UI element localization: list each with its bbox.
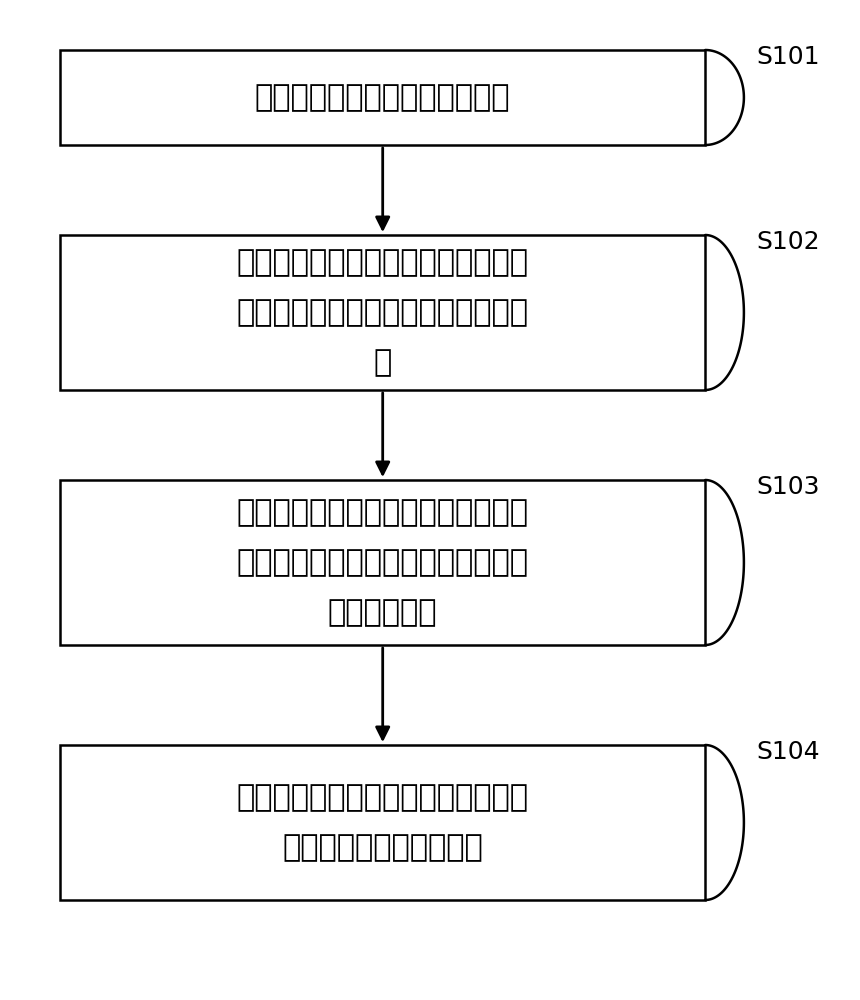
Bar	[60, 745, 705, 900]
Text: 能: 能	[373, 348, 392, 377]
Text: 核电厂励磁系统仿真系统: 核电厂励磁系统仿真系统	[282, 833, 483, 862]
Text: S103: S103	[757, 475, 820, 499]
Text: 对逻辑功能模块进行模块封装，生成: 对逻辑功能模块进行模块封装，生成	[237, 783, 529, 812]
Text: 根据核电厂励磁系统的功能数据进行: 根据核电厂励磁系统的功能数据进行	[237, 248, 529, 277]
Bar	[60, 480, 705, 645]
Text: 根据核电厂励磁系统的逻辑功能，在: 根据核电厂励磁系统的逻辑功能，在	[237, 498, 529, 527]
Text: S104: S104	[757, 740, 820, 764]
Bar	[60, 235, 705, 390]
Bar	[60, 50, 705, 145]
Text: 仿真支撐平台上进行逻辑建模，获得: 仿真支撐平台上进行逻辑建模，获得	[237, 548, 529, 577]
Text: 获取核电厂励磁系统的功能数据: 获取核电厂励磁系统的功能数据	[255, 83, 511, 112]
Text: S102: S102	[757, 230, 820, 254]
Text: S101: S101	[757, 45, 820, 69]
Text: 逻辑功能模块: 逻辑功能模块	[328, 598, 438, 627]
Text: 分析，获得核电厂励磁系统的逻辑功: 分析，获得核电厂励磁系统的逻辑功	[237, 298, 529, 327]
